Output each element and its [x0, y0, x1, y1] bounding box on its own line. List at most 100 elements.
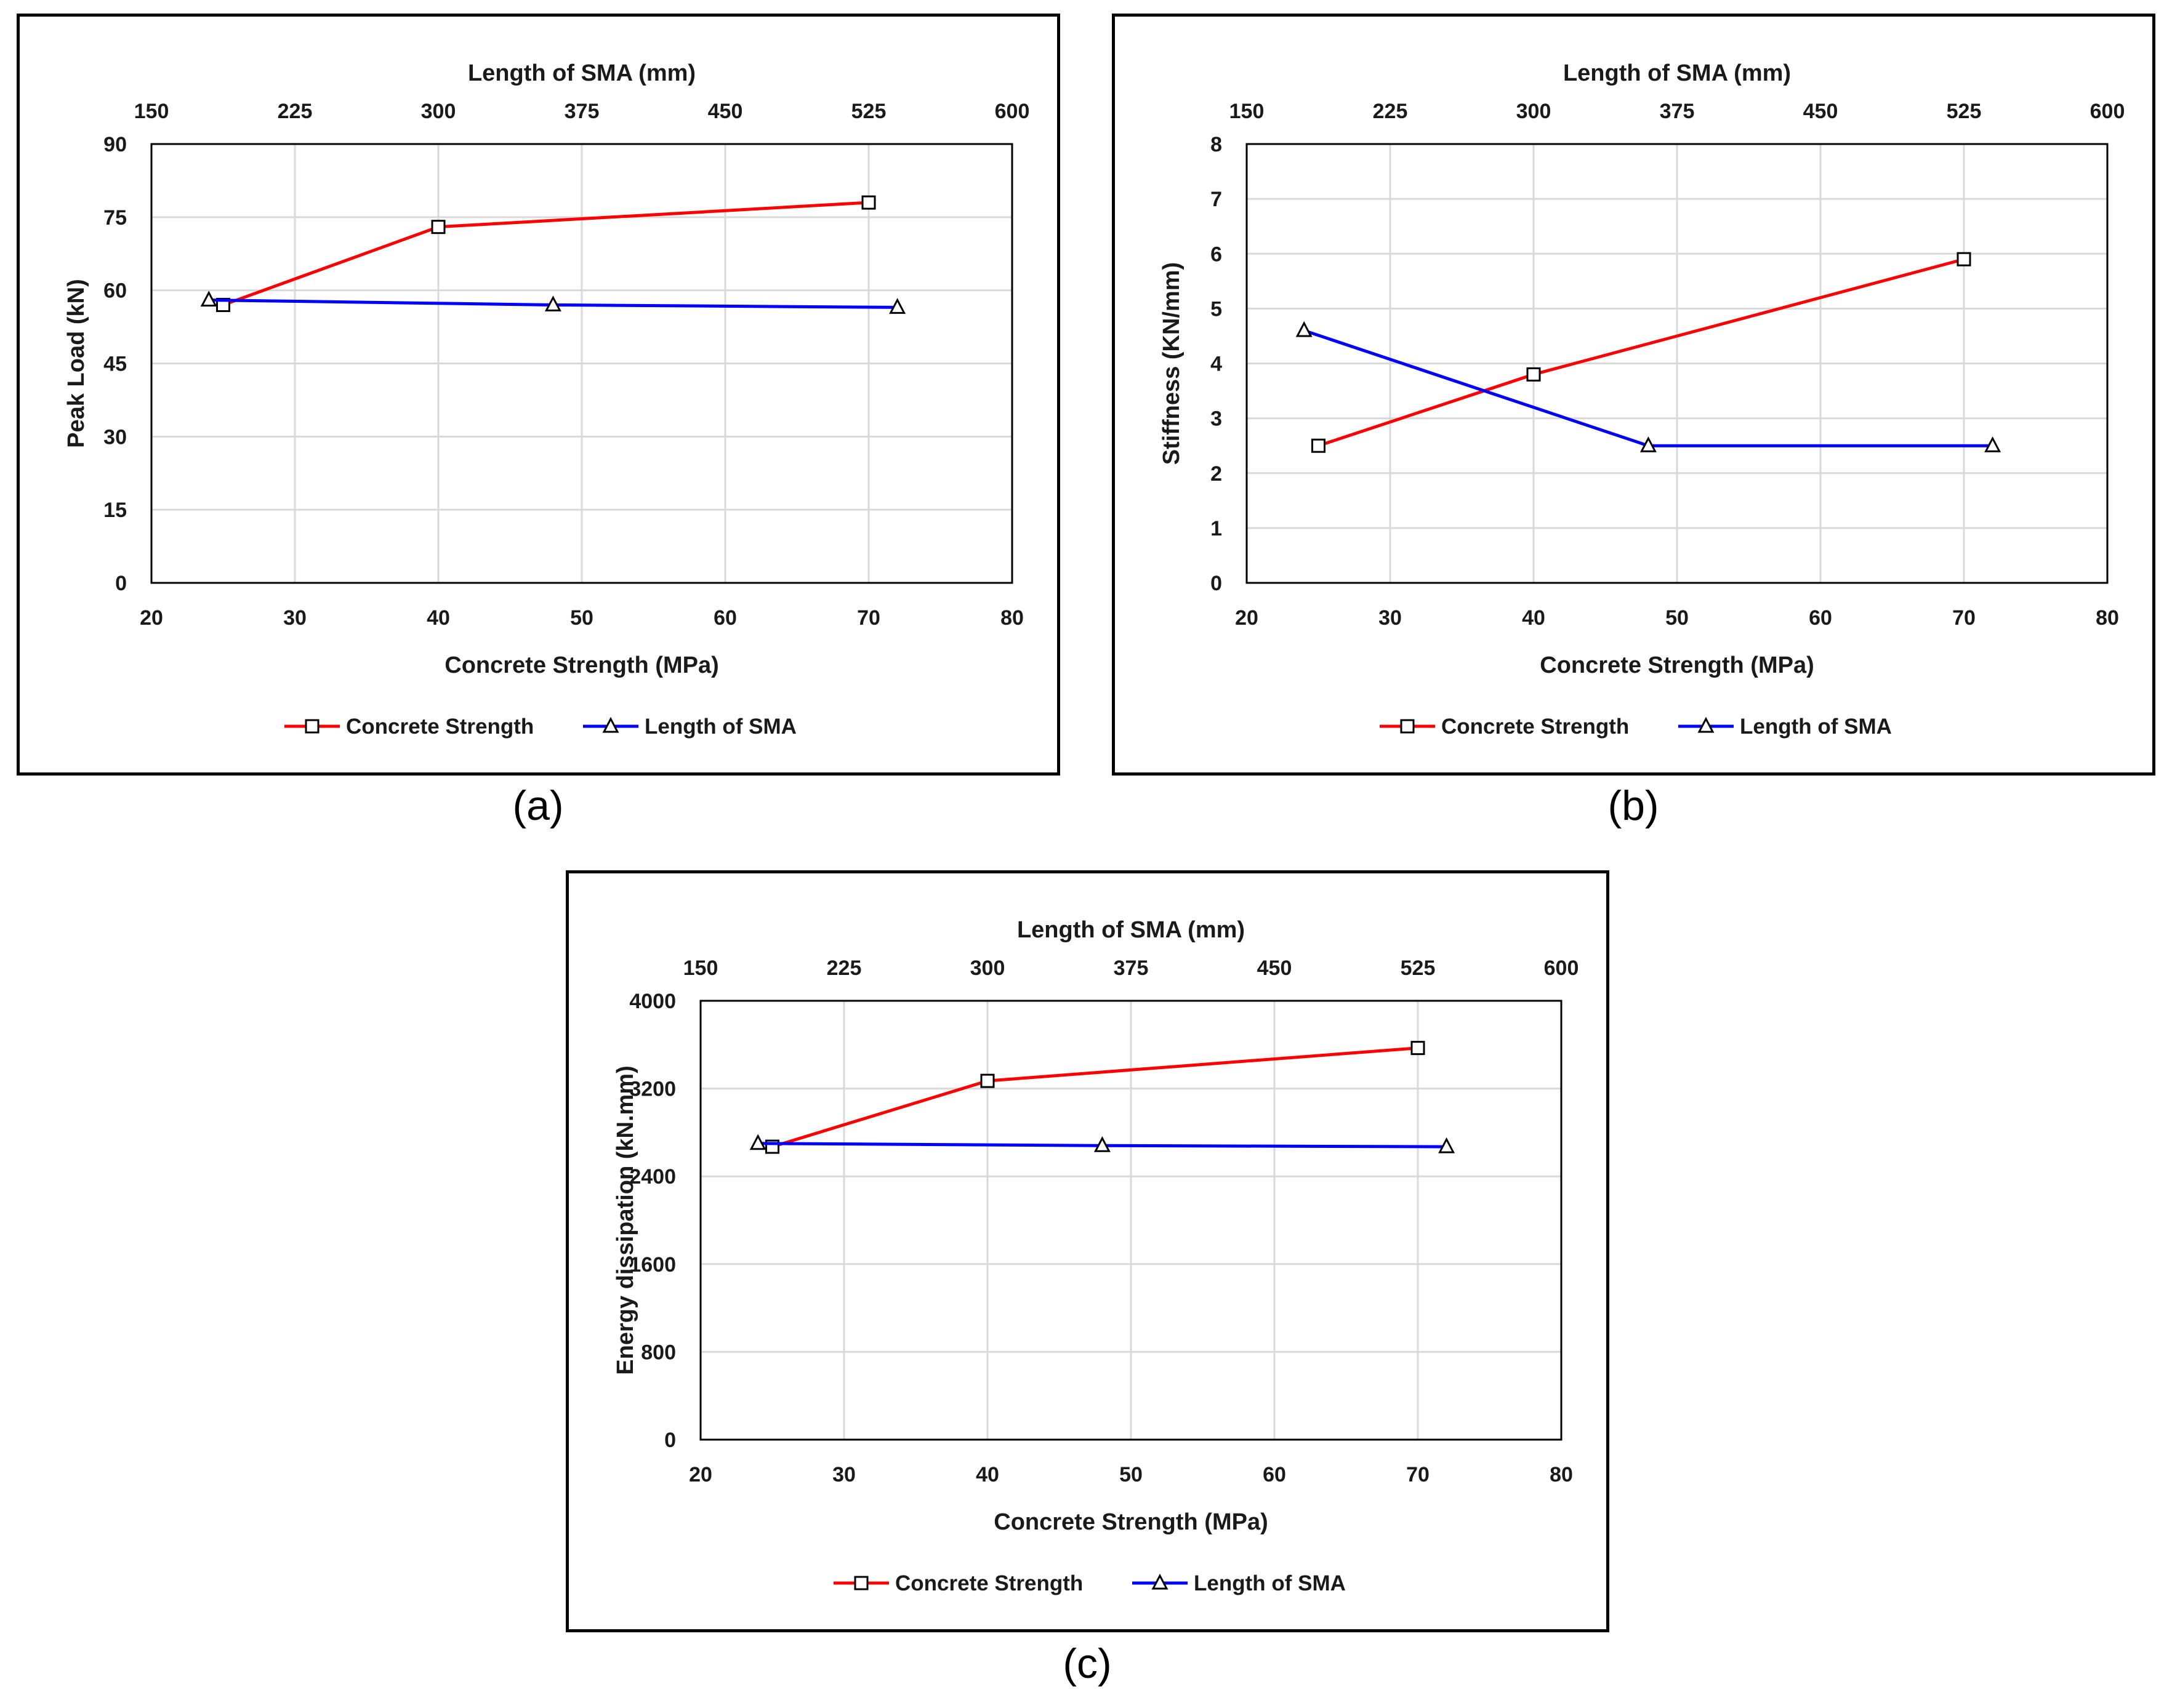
x2-tick-label: 225 — [1373, 100, 1408, 123]
chart-panel-c: 20 30 40 50 60 70 80 150 225 300 375 450 525 600 0 800 1… — [566, 870, 1609, 1632]
x-tick-label: 50 — [570, 606, 593, 630]
x2-tick-label: 150 — [1229, 100, 1265, 123]
legend-marker-triangle — [1151, 1573, 1168, 1590]
chart-c: 20 30 40 50 60 70 80 150 225 300 375 450 525 600 0 800 1… — [613, 917, 1579, 1595]
data-point-triangle — [200, 291, 217, 307]
data-point-square — [1526, 367, 1541, 382]
x-tick-label: 30 — [832, 1463, 856, 1486]
y-tick-label: 0 — [115, 572, 127, 595]
y-tick-label: 1 — [1210, 517, 1222, 540]
y-tick-label: 3200 — [629, 1078, 676, 1101]
data-point-triangle — [889, 298, 906, 314]
data-point-square — [1410, 1041, 1425, 1056]
y-tick-label: 800 — [641, 1341, 676, 1364]
legend-marker-square — [305, 719, 320, 734]
plot-area-border — [1245, 143, 2109, 584]
caption-a: (a) — [512, 782, 564, 829]
legend-label: Concrete Strength — [1441, 715, 1629, 739]
x2-tick-label: 525 — [1947, 100, 1982, 123]
y-tick-label: 4 — [1210, 353, 1222, 376]
legend-label: Concrete Strength — [895, 1571, 1083, 1595]
x-tick-label: 20 — [140, 606, 163, 630]
data-point-triangle — [749, 1134, 766, 1150]
x-axis-title: Concrete Strength (MPa) — [994, 1509, 1268, 1535]
data-point-triangle — [1984, 436, 2001, 452]
x-tick-label: 30 — [283, 606, 307, 630]
x-tick-label: 40 — [976, 1463, 999, 1486]
x2-tick-label: 525 — [851, 100, 887, 123]
legend-marker-triangle — [1697, 716, 1715, 733]
caption-c: (c) — [1063, 1640, 1112, 1687]
x2-tick-label: 150 — [134, 100, 169, 123]
data-point-square — [1957, 252, 1971, 267]
y-tick-label: 6 — [1210, 243, 1222, 266]
y-tick-label: 1600 — [629, 1253, 676, 1277]
y-tick-label: 0 — [664, 1429, 676, 1452]
x-axis-title: Concrete Strength (MPa) — [444, 652, 718, 678]
y-tick-label: 45 — [103, 353, 127, 376]
legend-marker-square — [854, 1576, 869, 1590]
x2-tick-label: 300 — [970, 956, 1005, 980]
data-point-square — [431, 220, 446, 235]
chart-panel-b: 20 30 40 50 60 70 80 150 225 300 375 450 525 600 0 1 2 3 4… — [1112, 14, 2155, 776]
x2-tick-label: 375 — [1660, 100, 1695, 123]
x-tick-label: 80 — [2096, 606, 2119, 630]
chart-panel-a: 20 30 40 50 60 70 80 150 225 300 375 450 525 600 0 15 30… — [17, 14, 1060, 776]
legend-marker-square — [1400, 719, 1415, 734]
data-point-triangle — [1295, 321, 1313, 337]
x2-tick-label: 450 — [708, 100, 743, 123]
y-axis-title: Stiffness (KN/mm) — [1159, 262, 1185, 465]
y-tick-label: 60 — [103, 279, 127, 303]
x2-tick-label: 375 — [565, 100, 600, 123]
y-tick-label: 5 — [1210, 297, 1222, 321]
x2-tick-label: 375 — [1114, 956, 1149, 980]
x2-tick-label: 150 — [683, 956, 718, 980]
y-tick-label: 2 — [1210, 462, 1222, 486]
x2-tick-label: 225 — [827, 956, 862, 980]
x-tick-label: 70 — [1952, 606, 1976, 630]
series-line-length-of-sma — [1303, 329, 1993, 447]
x2-axis-title: Length of SMA (mm) — [1563, 60, 1791, 86]
data-point-triangle — [544, 295, 561, 311]
y-tick-label: 3 — [1210, 407, 1222, 431]
x2-tick-label: 450 — [1257, 956, 1292, 980]
x-tick-label: 80 — [1000, 606, 1024, 630]
y-tick-label: 0 — [1210, 572, 1222, 595]
x2-tick-label: 300 — [421, 100, 456, 123]
x-tick-label: 40 — [427, 606, 450, 630]
y-tick-label: 2400 — [629, 1165, 676, 1189]
chart-a: 20 30 40 50 60 70 80 150 225 300 375 450 525 600 0 15 30… — [63, 60, 1030, 739]
x2-tick-label: 225 — [278, 100, 313, 123]
y-tick-label: 7 — [1210, 188, 1222, 211]
plot-area-border — [150, 143, 1013, 584]
x-tick-label: 20 — [1235, 606, 1258, 630]
x2-tick-label: 600 — [2090, 100, 2125, 123]
x-tick-label: 70 — [857, 606, 880, 630]
plot-area-border — [699, 1000, 1563, 1441]
x-tick-label: 80 — [1550, 1463, 1573, 1486]
y-tick-label: 15 — [103, 499, 127, 522]
data-point-square — [861, 195, 876, 210]
legend-marker-triangle — [602, 716, 619, 733]
y-tick-label: 4000 — [629, 990, 676, 1013]
x2-tick-label: 450 — [1803, 100, 1838, 123]
legend-label: Concrete Strength — [346, 715, 534, 739]
x-tick-label: 50 — [1665, 606, 1689, 630]
x2-axis-title: Length of SMA (mm) — [1017, 917, 1245, 943]
y-tick-label: 8 — [1210, 133, 1222, 156]
x-tick-label: 40 — [1522, 606, 1545, 630]
data-point-square — [1311, 438, 1325, 453]
legend-label: Length of SMA — [1194, 1571, 1346, 1595]
chart-b: 20 30 40 50 60 70 80 150 225 300 375 450 525 600 0 1 2 3 4… — [1159, 60, 2125, 739]
x-tick-label: 60 — [714, 606, 737, 630]
data-point-triangle — [1639, 436, 1657, 452]
x-tick-label: 70 — [1406, 1463, 1430, 1486]
x2-tick-label: 300 — [1516, 100, 1551, 123]
x-axis-title: Concrete Strength (MPa) — [1540, 652, 1814, 678]
y-axis-title: Energy dissipation (kN.mm) — [613, 1065, 638, 1375]
x2-tick-label: 525 — [1401, 956, 1436, 980]
data-point-triangle — [1093, 1136, 1111, 1152]
caption-b: (b) — [1607, 782, 1659, 829]
x2-tick-label: 600 — [995, 100, 1030, 123]
series-line-concrete-strength — [771, 1046, 1418, 1149]
